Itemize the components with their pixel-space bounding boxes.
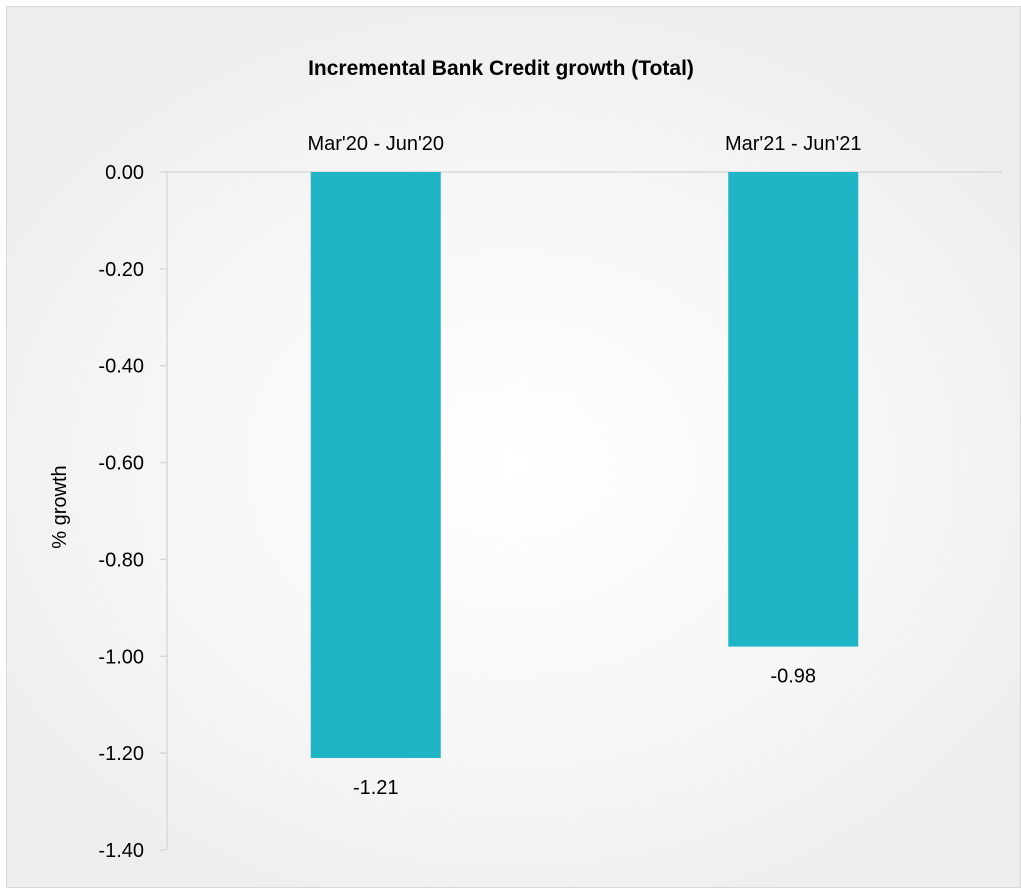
chart-area: Incremental Bank Credit growth (Total) %… <box>6 6 1021 888</box>
plot-layer: 0.00 -0.20 -0.40 -0.60 -0.80 -1.00 -1.20 -1.40 M… <box>98 133 1002 862</box>
data-label: -0.98 <box>770 666 816 688</box>
bar <box>728 172 859 647</box>
bar <box>310 172 441 758</box>
category-label: Mar'21 - Jun'21 <box>725 133 862 155</box>
y-axis-label: % growth <box>49 465 71 548</box>
chart-title: Incremental Bank Credit growth (Total) <box>308 57 694 80</box>
data-label: -1.21 <box>353 777 399 799</box>
y-tick-label: -0.80 <box>98 549 144 571</box>
y-tick-label: -0.20 <box>98 259 144 281</box>
y-tick-label: -0.60 <box>98 453 144 475</box>
y-tick-label: -1.00 <box>98 646 144 668</box>
category-label: Mar'20 - Jun'20 <box>307 133 444 155</box>
bar-chart: Incremental Bank Credit growth (Total) %… <box>49 57 1002 862</box>
y-tick-label: -1.20 <box>98 743 144 765</box>
y-tick-label: 0.00 <box>105 162 144 184</box>
y-tick-label: -1.40 <box>98 840 144 862</box>
y-tick-label: -0.40 <box>98 356 144 378</box>
